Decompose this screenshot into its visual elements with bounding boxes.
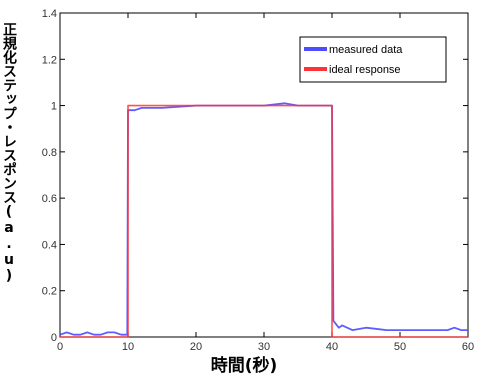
y-tick-label: 0.8: [42, 147, 57, 159]
y-tick-label: 0.6: [42, 193, 57, 205]
x-axis-label: 時間(秒): [210, 356, 278, 376]
y-tick-label: 1.2: [42, 54, 57, 66]
y-tick-label: 1: [51, 101, 57, 113]
legend-label: ideal response: [329, 64, 401, 76]
y-axis-label: 正規化ステップ・レスポンス(a.u): [1, 22, 17, 284]
legend: measured data ideal response: [299, 36, 447, 83]
y-tick-label: 0: [51, 332, 57, 344]
x-tick-label: 10: [122, 341, 134, 353]
x-tick-label: 60: [462, 341, 474, 353]
legend-box: [299, 36, 447, 83]
x-tick-label: 50: [394, 341, 406, 353]
x-tick-label: 20: [190, 341, 202, 353]
legend-label: measured data: [329, 44, 403, 56]
y-tick-label: 0.2: [42, 286, 57, 298]
series-line-ideal-response: [60, 104, 468, 338]
series-layer: [59, 102, 468, 338]
x-tick-label: 0: [57, 341, 63, 353]
x-tick-label: 30: [258, 341, 270, 353]
x-axis: 0 10 20 30 40 50 60: [57, 13, 474, 353]
y-tick-label: 0.4: [42, 239, 57, 251]
x-tick-label: 40: [326, 341, 338, 353]
y-tick-label: 1.4: [42, 8, 57, 20]
y-axis: 0 0.2 0.4 0.6 0.8 1 1.2 1.4: [42, 8, 468, 344]
